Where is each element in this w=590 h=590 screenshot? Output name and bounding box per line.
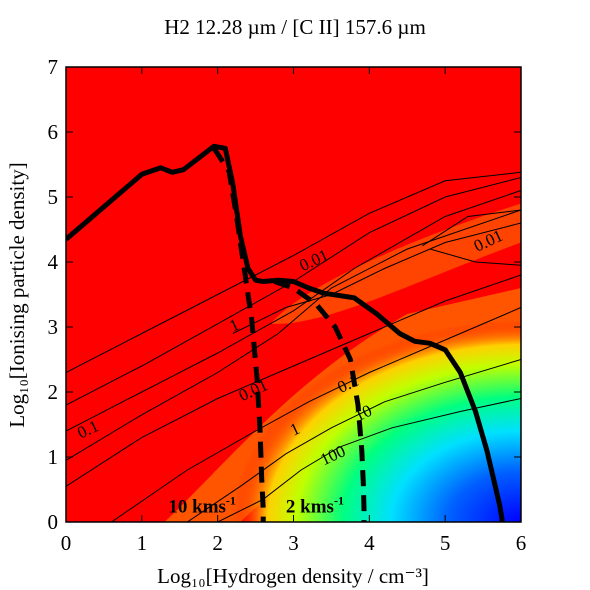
chart-title: H2 12.28 µm / [C II] 157.6 µm — [164, 15, 426, 39]
contour-line — [429, 248, 521, 266]
x-tick-label: 4 — [364, 531, 375, 555]
velocity-labels: 10 kms-1 2 kms-1 — [168, 493, 344, 517]
x-tick-label: 2 — [212, 531, 223, 555]
y-tick-label: 6 — [48, 120, 59, 144]
y-axis-label: Log₁₀[Ionising particle density] — [5, 162, 29, 427]
x-tick-label: 5 — [440, 531, 451, 555]
contour-line — [66, 209, 521, 461]
x-axis-ticks: 0 1 2 3 4 5 6 — [61, 67, 527, 555]
x-tick-label: 3 — [288, 531, 299, 555]
contour-line — [66, 171, 521, 373]
velocity-label: 10 kms-1 — [168, 493, 236, 517]
dashed-velocity-curve — [211, 146, 266, 522]
dashed-velocity-curve — [273, 279, 367, 522]
x-tick-label: 1 — [137, 531, 148, 555]
contour-lines — [66, 171, 521, 522]
series-lines — [66, 143, 505, 522]
contour-line — [422, 209, 521, 247]
contour-line — [111, 307, 521, 522]
x-tick-label: 6 — [516, 531, 527, 555]
y-tick-label: 1 — [48, 445, 59, 469]
y-tick-label: 7 — [48, 55, 59, 79]
y-tick-label: 2 — [48, 380, 59, 404]
x-axis-label: Log₁₀[Hydrogen density / cm⁻³] — [157, 564, 429, 588]
contour-line — [66, 190, 521, 432]
contour-line — [187, 359, 521, 522]
contour-line — [66, 274, 521, 487]
velocity-label: 2 kms-1 — [286, 493, 344, 517]
x-tick-label: 0 — [61, 531, 72, 555]
contour-line — [232, 222, 521, 334]
heatmap-cool-region — [232, 320, 521, 522]
y-tick-label: 5 — [48, 185, 59, 209]
y-tick-label: 3 — [48, 315, 59, 339]
y-tick-label: 0 — [48, 510, 59, 534]
solid-boundary-curve — [66, 143, 505, 522]
y-tick-label: 4 — [48, 250, 59, 274]
y-axis-ticks: 0 1 2 3 4 5 6 7 — [48, 55, 521, 534]
